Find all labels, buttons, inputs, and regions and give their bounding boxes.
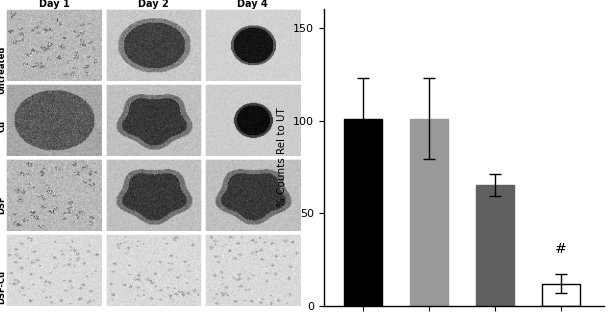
Y-axis label: DSF-Cu: DSF-Cu xyxy=(0,270,7,304)
Y-axis label: Cu: Cu xyxy=(0,120,7,132)
Bar xyxy=(476,185,514,306)
Title: Day 4: Day 4 xyxy=(237,0,268,9)
Y-axis label: Untreated: Untreated xyxy=(0,45,7,94)
Text: B: B xyxy=(262,0,273,3)
Y-axis label: % Counts Rel to UT: % Counts Rel to UT xyxy=(277,108,287,207)
Bar xyxy=(542,284,580,306)
Text: #: # xyxy=(555,242,567,256)
Bar xyxy=(344,119,382,306)
Bar xyxy=(410,119,448,306)
Y-axis label: DSF: DSF xyxy=(0,195,7,214)
Title: Day 1: Day 1 xyxy=(38,0,70,9)
Title: Day 2: Day 2 xyxy=(138,0,169,9)
